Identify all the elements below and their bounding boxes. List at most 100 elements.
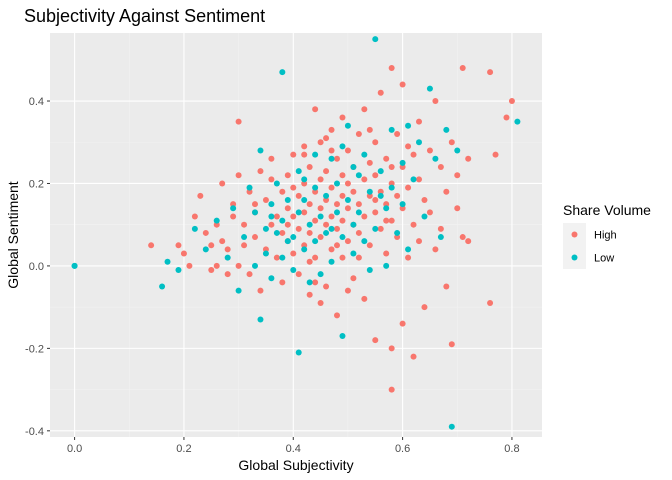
data-point-high — [301, 151, 308, 158]
data-point-high — [388, 65, 395, 72]
data-point-high — [273, 254, 280, 261]
data-point-low — [159, 283, 166, 290]
data-point-high — [257, 287, 264, 294]
data-point-low — [388, 184, 395, 191]
data-point-low — [312, 238, 319, 245]
data-point-high — [290, 213, 297, 220]
data-point-high — [202, 229, 209, 236]
data-point-high — [344, 238, 351, 245]
data-point-low — [399, 201, 406, 208]
data-point-low — [252, 209, 258, 216]
data-point-high — [148, 242, 155, 249]
data-point-high — [312, 254, 319, 261]
data-point-low — [306, 221, 313, 228]
data-point-high — [306, 291, 313, 298]
data-point-low — [448, 423, 455, 430]
data-point-low — [350, 221, 357, 228]
data-point-low — [284, 238, 291, 245]
data-point-high — [366, 159, 373, 166]
data-point-low — [279, 217, 286, 224]
legend-label-low: Low — [594, 253, 614, 265]
data-point-high — [487, 300, 494, 307]
data-point-high — [191, 213, 198, 220]
data-point-high — [295, 192, 302, 199]
data-point-low — [454, 147, 461, 154]
data-point-low — [295, 349, 302, 356]
data-point-low — [355, 172, 362, 179]
data-point-low — [301, 246, 308, 253]
data-point-high — [224, 246, 231, 253]
data-point-low — [416, 139, 422, 146]
data-point-high — [339, 217, 346, 224]
data-point-low — [268, 201, 275, 208]
legend-key-low — [571, 254, 578, 261]
data-point-high — [180, 250, 187, 257]
data-point-low — [71, 262, 78, 269]
data-point-low — [323, 229, 330, 236]
y-axis-title: Global Sentiment — [5, 181, 21, 289]
grid-minor — [50, 33, 542, 437]
data-point-high — [328, 184, 335, 191]
grid-major — [50, 33, 542, 437]
data-points — [71, 36, 521, 430]
data-point-low — [262, 250, 269, 257]
data-point-high — [405, 254, 412, 261]
data-point-high — [410, 151, 417, 158]
data-point-low — [355, 209, 362, 216]
x-tick-label: 0.8 — [504, 443, 519, 455]
data-point-high — [301, 209, 308, 216]
y-tick-label: -0.4 — [25, 426, 44, 438]
data-point-high — [432, 98, 439, 105]
data-point-high — [416, 176, 422, 183]
data-point-high — [366, 192, 373, 199]
data-point-low — [301, 176, 308, 183]
data-point-low — [405, 122, 412, 129]
data-point-high — [377, 225, 384, 232]
data-point-high — [377, 89, 384, 96]
data-point-low — [241, 234, 248, 241]
data-point-high — [399, 320, 406, 327]
data-point-high — [284, 221, 291, 228]
data-point-high — [410, 221, 417, 228]
data-point-high — [405, 143, 412, 150]
data-point-low — [344, 196, 351, 203]
data-point-high — [339, 254, 346, 261]
data-point-low — [344, 122, 351, 129]
legend: Share Volume High Low — [563, 202, 651, 269]
data-point-high — [268, 221, 275, 228]
data-point-low — [405, 246, 412, 253]
data-point-low — [372, 225, 379, 232]
data-point-high — [306, 229, 313, 236]
data-point-high — [317, 205, 324, 212]
data-point-high — [246, 188, 253, 195]
data-point-high — [383, 201, 390, 208]
data-point-high — [328, 246, 335, 253]
data-point-high — [323, 283, 330, 290]
data-point-high — [459, 234, 466, 241]
data-point-high — [344, 147, 351, 154]
data-point-low — [268, 213, 275, 220]
data-point-low — [361, 238, 368, 245]
data-point-high — [306, 201, 313, 208]
data-point-high — [448, 139, 455, 146]
data-point-high — [437, 225, 444, 232]
data-point-low — [383, 262, 390, 269]
data-point-low — [361, 151, 368, 158]
data-point-high — [317, 234, 324, 241]
x-axis-ticks: 0.0 0.2 0.4 0.6 0.8 — [67, 437, 520, 455]
data-point-high — [252, 201, 258, 208]
y-tick-label: 0.2 — [29, 178, 44, 190]
data-point-low — [350, 250, 357, 257]
data-point-low — [372, 36, 379, 43]
data-point-high — [284, 172, 291, 179]
data-point-high — [426, 147, 433, 154]
x-tick-label: 0.2 — [176, 443, 191, 455]
data-point-low — [432, 155, 439, 162]
data-point-high — [334, 242, 340, 249]
data-point-low — [514, 118, 521, 125]
data-point-high — [312, 279, 319, 286]
data-point-high — [279, 279, 286, 286]
data-point-high — [432, 246, 439, 253]
data-point-high — [454, 172, 461, 179]
data-point-high — [454, 205, 461, 212]
